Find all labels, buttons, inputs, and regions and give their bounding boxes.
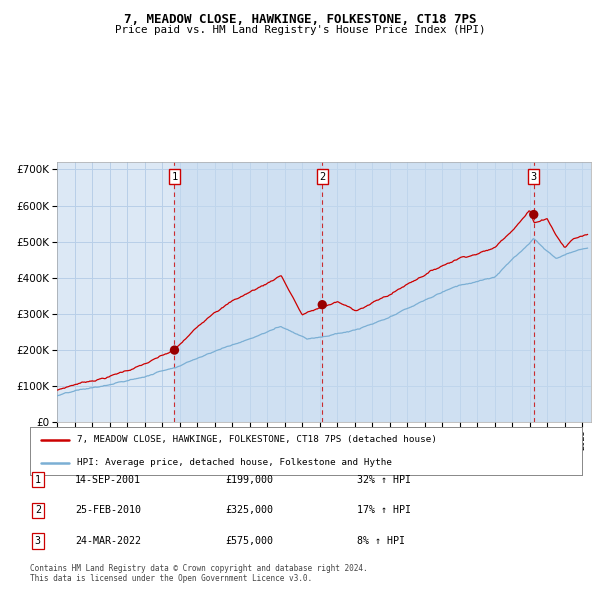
Point	[170, 345, 179, 355]
Text: Price paid vs. HM Land Registry's House Price Index (HPI): Price paid vs. HM Land Registry's House …	[115, 25, 485, 35]
Point	[317, 300, 327, 309]
Text: 17% ↑ HPI: 17% ↑ HPI	[357, 506, 411, 515]
Text: 14-SEP-2001: 14-SEP-2001	[75, 475, 141, 484]
Text: 3: 3	[35, 536, 41, 546]
Text: £575,000: £575,000	[225, 536, 273, 546]
Text: 3: 3	[530, 172, 537, 182]
Text: £325,000: £325,000	[225, 506, 273, 515]
Text: 1: 1	[35, 475, 41, 484]
Text: £199,000: £199,000	[225, 475, 273, 484]
Text: 32% ↑ HPI: 32% ↑ HPI	[357, 475, 411, 484]
Bar	[322, 162, 534, 422]
Text: 7, MEADOW CLOSE, HAWKINGE, FOLKESTONE, CT18 7PS (detached house): 7, MEADOW CLOSE, HAWKINGE, FOLKESTONE, C…	[77, 435, 437, 444]
Text: 8% ↑ HPI: 8% ↑ HPI	[357, 536, 405, 546]
Text: Contains HM Land Registry data © Crown copyright and database right 2024.
This d: Contains HM Land Registry data © Crown c…	[30, 563, 368, 583]
Text: 24-MAR-2022: 24-MAR-2022	[75, 536, 141, 546]
Text: 2: 2	[35, 506, 41, 515]
Text: 25-FEB-2010: 25-FEB-2010	[75, 506, 141, 515]
Text: 7, MEADOW CLOSE, HAWKINGE, FOLKESTONE, CT18 7PS: 7, MEADOW CLOSE, HAWKINGE, FOLKESTONE, C…	[124, 13, 476, 26]
Text: 2: 2	[319, 172, 325, 182]
Point	[529, 210, 539, 219]
Text: HPI: Average price, detached house, Folkestone and Hythe: HPI: Average price, detached house, Folk…	[77, 458, 392, 467]
Bar	[534, 162, 591, 422]
Bar	[175, 162, 322, 422]
Text: 1: 1	[172, 172, 178, 182]
